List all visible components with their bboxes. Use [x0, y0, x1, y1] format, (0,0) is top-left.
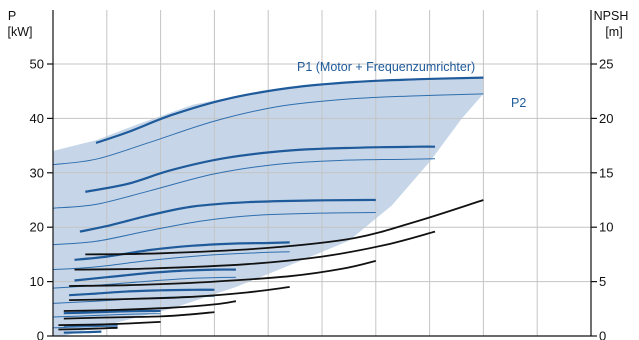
- right-tick-label: 5: [599, 274, 606, 289]
- npsh-curve-7: [58, 321, 161, 326]
- curves: [52, 76, 484, 334]
- right-axis-label-line1: NPSH: [594, 9, 629, 23]
- p1-curve-7: [63, 309, 161, 315]
- right-tick-label: 25: [599, 57, 613, 72]
- npsh-curve-3: [69, 260, 377, 287]
- left-tick-label: 40: [30, 111, 44, 126]
- left-tick-label: 50: [30, 57, 44, 72]
- right-tick-label: 15: [599, 165, 613, 180]
- left-tick-label: 0: [37, 329, 44, 340]
- right-tick-label: 10: [599, 220, 613, 235]
- left-axis-label-line1: P: [8, 9, 16, 23]
- p2-annotation: P2: [511, 96, 526, 110]
- p2-curve-2: [52, 158, 436, 209]
- p2-curve-8: [52, 325, 118, 329]
- npsh-curve-2: [74, 230, 436, 271]
- npsh-curve-4: [69, 286, 290, 301]
- npsh-curve-1: [85, 199, 484, 256]
- p1-curve-2: [85, 145, 436, 193]
- axes: [47, 10, 597, 337]
- p2-curve-7: [52, 313, 161, 318]
- right-tick-label: 0: [599, 329, 606, 340]
- p1-curve-1: [95, 76, 484, 144]
- p1-curve-3: [79, 198, 376, 233]
- p1-curve-9: [63, 330, 102, 334]
- left-tick-label: 10: [30, 274, 44, 289]
- p1-curve-5: [74, 268, 236, 282]
- npsh-curve-6: [63, 311, 215, 320]
- left-tick-labels: 0 10 20 30 40 50: [30, 57, 44, 340]
- p2-curve-4: [52, 251, 290, 271]
- grid: [53, 10, 591, 336]
- right-axis-label-line2: [m]: [605, 25, 622, 39]
- p1-annotation: P1 (Motor + Frequenzumrichter): [297, 60, 475, 74]
- p1-curve-4: [74, 241, 290, 261]
- right-tick-labels: 0 5 10 15 20 25: [599, 57, 613, 340]
- left-axis-label-line2: [kW]: [8, 25, 33, 39]
- p1-curve-6: [69, 288, 215, 297]
- left-tick-label: 20: [30, 220, 44, 235]
- npsh-curve-5: [63, 300, 237, 312]
- right-tick-label: 20: [599, 111, 613, 126]
- npsh-curve-8: [58, 326, 118, 331]
- left-tick-label: 30: [30, 165, 44, 180]
- p2-curve-1: [52, 93, 484, 166]
- p2-curve-3: [52, 212, 376, 246]
